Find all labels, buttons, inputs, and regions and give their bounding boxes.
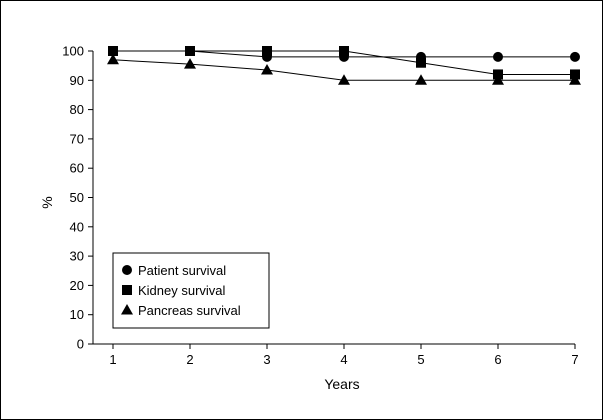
kidney-survival-point: [108, 46, 118, 56]
patient-survival-point: [493, 51, 503, 62]
y-tick-label: 30: [70, 249, 84, 264]
x-axis-label: Years: [324, 376, 359, 392]
kidney-survival-point: [262, 46, 272, 56]
x-tick-label: 2: [186, 352, 193, 367]
legend-pancreas-survival-label: Pancreas survival: [138, 303, 241, 318]
y-tick-label: 50: [70, 190, 84, 205]
y-axis-label: %: [39, 196, 55, 208]
y-tick-label: 40: [70, 219, 84, 234]
y-tick-label: 0: [77, 337, 84, 352]
x-tick-label: 4: [340, 352, 347, 367]
series-markers: [107, 46, 581, 85]
pancreas-survival-point: [338, 74, 350, 85]
axes: 0 10 20 30 40 50 60 70 80 90 100 1 2 3 4 5 6 7: [62, 44, 578, 368]
kidney-survival-point: [416, 57, 426, 68]
patient-survival-point: [570, 51, 580, 62]
y-tick-label: 90: [70, 73, 84, 88]
pancreas-survival-point: [492, 74, 504, 85]
y-tick-label: 100: [62, 44, 84, 59]
legend: Patient survival Kidney survival Pancreas …: [112, 252, 270, 329]
kidney-survival-point: [185, 46, 195, 56]
y-tick-label: 80: [70, 102, 84, 117]
legend-kidney-survival-label: Kidney survival: [138, 283, 226, 298]
legend-patient-survival-marker: [122, 265, 132, 275]
x-tick-label: 7: [571, 352, 578, 367]
pancreas-survival-point: [569, 74, 581, 85]
y-tick-label: 60: [70, 161, 84, 176]
x-tick-label: 3: [263, 352, 270, 367]
pancreas-survival-point: [184, 58, 196, 69]
legend-kidney-survival-marker: [122, 285, 132, 295]
x-tick-label: 5: [417, 352, 424, 367]
y-tick-label: 70: [70, 131, 84, 146]
y-tick-label: 20: [70, 278, 84, 293]
kidney-survival-point: [339, 46, 349, 56]
legend-pancreas-survival-marker: [121, 304, 133, 315]
x-tick-label: 1: [109, 352, 116, 367]
pancreas-survival-point: [261, 64, 273, 75]
pancreas-survival-point: [107, 53, 119, 65]
pancreas-survival-point: [415, 74, 427, 85]
y-tick-label: 10: [70, 307, 84, 322]
x-tick-label: 6: [494, 352, 501, 367]
legend-patient-survival-label: Patient survival: [138, 263, 226, 278]
legend-box: [112, 252, 270, 329]
